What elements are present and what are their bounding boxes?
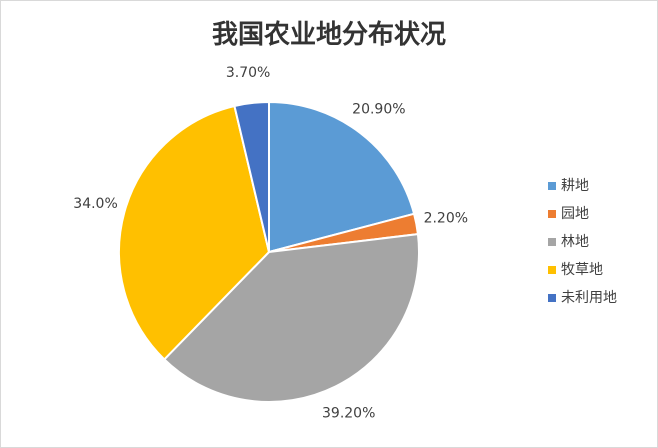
legend-swatch <box>548 238 556 246</box>
data-label: 34.0% <box>73 196 117 212</box>
legend-label: 耕地 <box>561 177 589 194</box>
chart-title: 我国农业地分布状况 <box>212 20 446 50</box>
pie-slice <box>268 100 416 254</box>
legend-label: 园地 <box>561 206 589 222</box>
legend-swatch <box>548 266 556 274</box>
pie-slice <box>162 233 420 403</box>
data-label: 20.90% <box>352 101 405 117</box>
legend-label: 林地 <box>561 234 589 250</box>
legend-label: 牧草地 <box>561 262 603 278</box>
data-label: 3.70% <box>226 65 270 81</box>
legend-label: 未利用地 <box>561 290 617 306</box>
pie-slice <box>118 104 271 361</box>
legend-swatch <box>548 294 556 302</box>
pie-slice <box>233 100 270 253</box>
legend-swatch <box>548 182 556 190</box>
data-label: 2.20% <box>424 210 468 226</box>
data-label: 39.20% <box>322 405 375 421</box>
legend-swatch <box>548 210 556 218</box>
